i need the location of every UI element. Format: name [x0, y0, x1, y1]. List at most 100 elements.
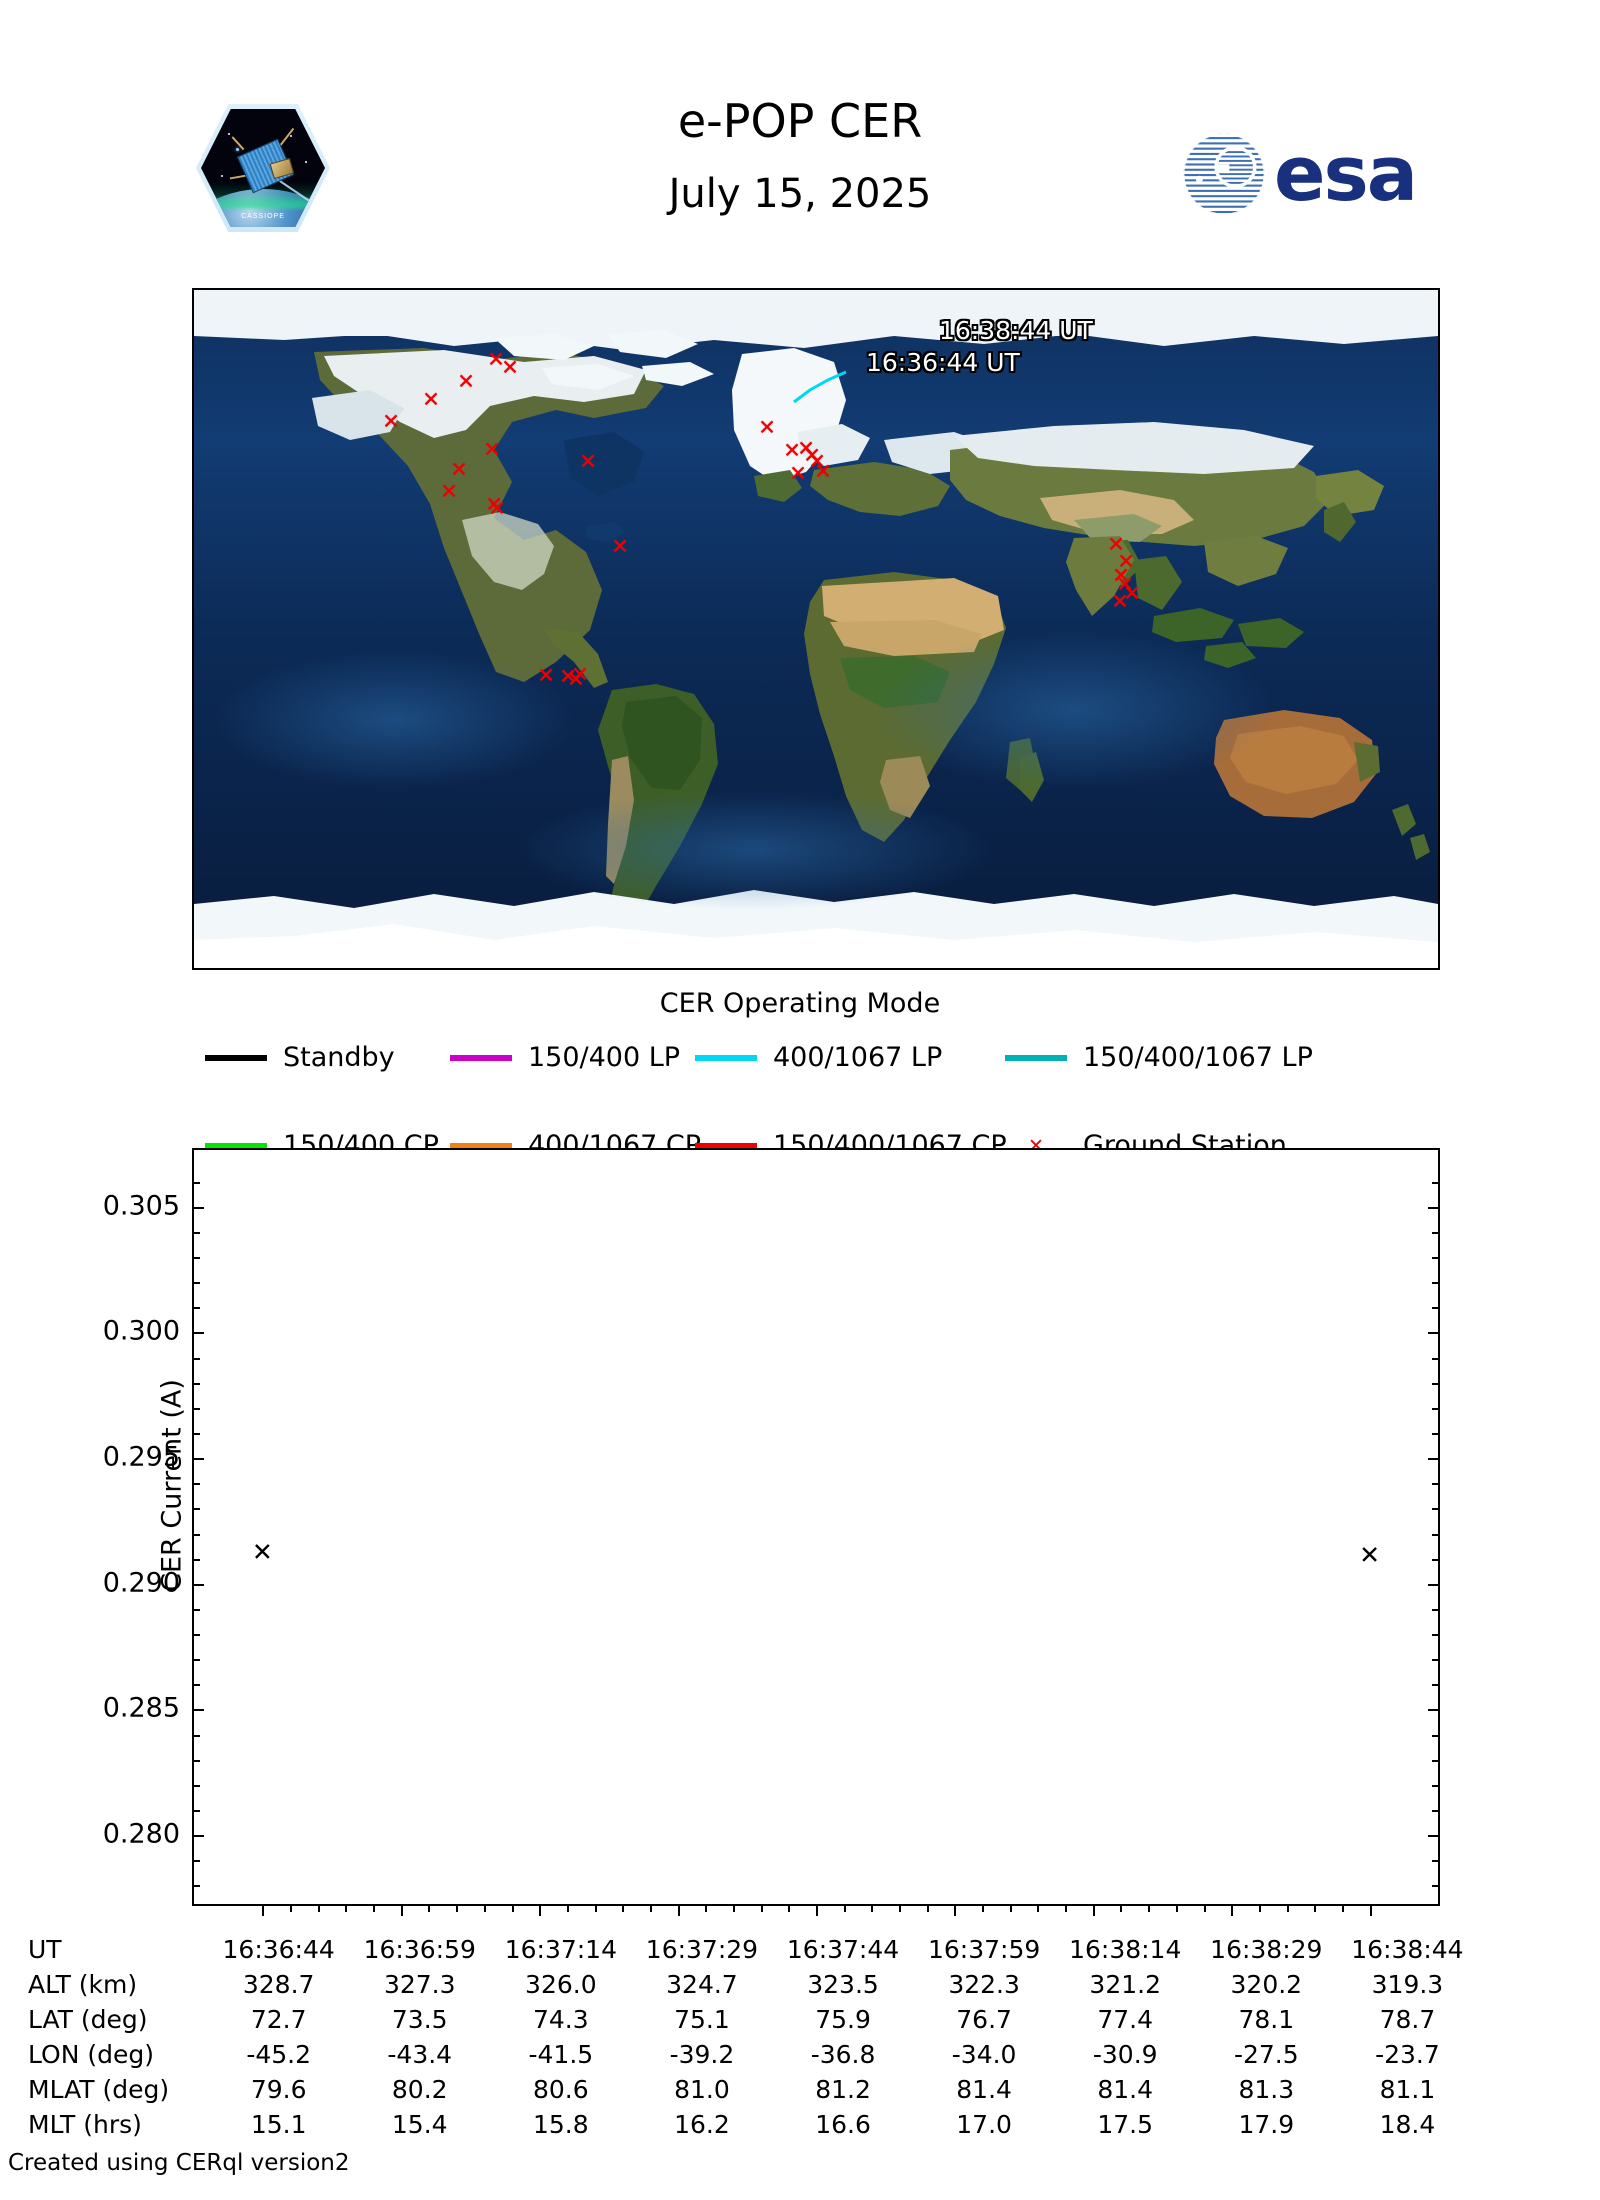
- table-cell: 15.4: [391, 2110, 448, 2139]
- table-cell: 75.9: [815, 2005, 871, 2034]
- x-axis-minor-tick: [1258, 1904, 1261, 1912]
- table-cell: 17.0: [956, 2110, 1012, 2139]
- x-axis-minor-tick: [1341, 1904, 1344, 1912]
- legend-item-label: 150/400/1067 LP: [1083, 1042, 1313, 1073]
- ground-station-marker: ✕: [783, 438, 801, 463]
- y-axis-minor-tick: [1432, 1483, 1438, 1486]
- table-cell: 73.5: [391, 2005, 448, 2034]
- mode-legend: Standby 150/400 LP 400/1067 LP 150/400/1067…: [205, 1042, 1445, 1161]
- x-axis-minor-tick: [1065, 1904, 1068, 1912]
- table-cell: 327.3: [383, 1970, 456, 1999]
- legend-color-swatch: [205, 1054, 267, 1061]
- y-axis-tick: [1428, 1835, 1438, 1838]
- cassiope-logo-caption: CASSIOPE: [241, 212, 285, 220]
- y-axis-minor-tick: [194, 1885, 200, 1888]
- table-cell: 16.6: [815, 2110, 871, 2139]
- page-date: July 15, 2025: [668, 170, 932, 217]
- table-cell: 16:38:14: [1069, 1935, 1182, 1964]
- y-axis-tick-label: 0.300: [102, 1315, 180, 1347]
- ground-station-marker: ✕: [483, 437, 501, 462]
- ground-station-marker: ✕: [450, 457, 468, 482]
- legend-color-swatch: [1005, 1054, 1067, 1061]
- legend-item[interactable]: 150/400/1067 LP: [1005, 1042, 1313, 1073]
- ground-station-marker: ✕: [567, 667, 585, 692]
- world-map[interactable]: 16:38:44 UT 16:36:44 UT ✕ ✕ ✕ ✕ ✕ ✕ ✕ ✕ ✕ ✕ ✕ ✕ ✕ ✕ ✕ ✕…: [192, 288, 1440, 970]
- table-row: MLAT (deg) 79.6 80.2 80.6 81.0 81.2 81.4 81.4 81…: [28, 2072, 1478, 2107]
- x-axis-minor-tick: [594, 1904, 597, 1912]
- x-axis-tick: [677, 1904, 680, 1916]
- legend-item-label: 400/1067 LP: [773, 1042, 943, 1073]
- satellite-track: [793, 370, 847, 404]
- ground-station-marker: ✕: [571, 662, 589, 687]
- page-header: CASSIOPE e-POP CER July 15, 2025: [0, 0, 1600, 270]
- y-axis-minor-tick: [1432, 1784, 1438, 1787]
- x-axis-minor-tick: [373, 1904, 376, 1912]
- y-axis-minor-tick: [1432, 1734, 1438, 1737]
- y-axis-minor-tick: [194, 1860, 200, 1863]
- ground-station-marker: ✕: [422, 387, 440, 412]
- data-point-marker: ✕: [251, 1537, 273, 1567]
- star-icon: [235, 147, 239, 151]
- y-axis-minor-tick: [1432, 1382, 1438, 1385]
- x-axis-minor-tick: [871, 1904, 874, 1912]
- y-axis-minor-tick: [1432, 1433, 1438, 1435]
- ground-station-marker: ✕: [803, 443, 821, 468]
- x-axis-minor-tick: [760, 1904, 763, 1912]
- table-cell: -41.5: [528, 2040, 594, 2069]
- ephemeris-table: UT 16:36:44 16:36:59 16:37:14 16:37:29 16:37:…: [28, 1932, 1478, 2142]
- legend-item[interactable]: 400/1067 LP: [695, 1042, 942, 1073]
- star-icon: [228, 132, 231, 135]
- y-axis-tick: [1428, 1583, 1438, 1586]
- ground-station-marker: ✕: [1112, 563, 1130, 588]
- page-title: e-POP CER: [677, 94, 923, 148]
- y-axis-tick: [1428, 1458, 1438, 1461]
- x-axis-minor-tick: [511, 1904, 514, 1912]
- legend-color-swatch: [695, 1142, 757, 1149]
- y-axis-minor-tick: [194, 1282, 200, 1285]
- table-row-label: MLAT (deg): [28, 2075, 170, 2104]
- table-cell: 328.7: [242, 1970, 315, 1999]
- y-axis-minor-tick: [194, 1407, 200, 1410]
- x-axis-minor-tick: [1120, 1904, 1123, 1912]
- ground-station-marker: ✕: [559, 664, 577, 689]
- y-axis-minor-tick: [194, 1231, 200, 1234]
- ground-station-marker: ✕: [1116, 572, 1134, 597]
- legend-row: Standby 150/400 LP 400/1067 LP 150/400/1067…: [205, 1042, 1445, 1086]
- x-axis-tick: [1369, 1904, 1372, 1916]
- legend-item[interactable]: 150/400 LP: [450, 1042, 680, 1073]
- table-row: LAT (deg) 72.7 73.5 74.3 75.1 75.9 76.7 77.4 78.…: [28, 2002, 1478, 2037]
- star-icon: [290, 134, 293, 137]
- legend-color-swatch: [450, 1142, 512, 1149]
- table-cell: 81.4: [1097, 2075, 1154, 2104]
- data-point-marker: ✕: [1359, 1540, 1381, 1570]
- legend-row: 150/400 CP 400/1067 CP 150/400/1067 CP ✕ Gro…: [205, 1086, 1445, 1161]
- ground-station-marker: ✕: [487, 347, 505, 372]
- table-cell: 323.5: [807, 1970, 879, 1999]
- table-cell: 16:38:29: [1210, 1935, 1323, 1964]
- table-cell: -34.0: [951, 2040, 1017, 2069]
- x-axis-minor-tick: [1175, 1904, 1178, 1912]
- legend-color-swatch: [205, 1142, 267, 1149]
- y-axis-minor-tick: [194, 1181, 200, 1184]
- ground-station-marker: ✕: [579, 449, 597, 474]
- cer-current-plot[interactable]: ✕ ✕: [192, 1148, 1440, 1916]
- x-axis-tick: [1092, 1904, 1095, 1916]
- legend-color-swatch: [450, 1054, 512, 1061]
- ground-station-marker: ✕: [1117, 549, 1135, 574]
- table-row: LON (deg) -45.2 -43.4 -41.5 -39.2 -36.8 -34.0 -…: [28, 2037, 1478, 2072]
- x-axis-tick: [816, 1904, 818, 1916]
- legend-item[interactable]: Standby: [205, 1042, 395, 1073]
- x-axis-minor-tick: [622, 1904, 625, 1912]
- table-cell: 75.1: [674, 2005, 730, 2034]
- x-axis-minor-tick: [982, 1904, 985, 1912]
- table-cell: 81.3: [1238, 2075, 1295, 2104]
- ground-station-marker: ✕: [797, 436, 815, 461]
- x-axis-minor-tick: [1286, 1904, 1289, 1912]
- esa-swirl-icon: [1183, 133, 1265, 215]
- y-axis-minor-tick: [194, 1533, 200, 1536]
- table-cell: -45.2: [246, 2040, 311, 2069]
- y-axis-tick-label: 0.305: [102, 1190, 180, 1222]
- table-row-label: UT: [28, 1935, 62, 1964]
- y-axis-tick: [194, 1835, 204, 1838]
- ground-station-marker: ✕: [814, 459, 832, 484]
